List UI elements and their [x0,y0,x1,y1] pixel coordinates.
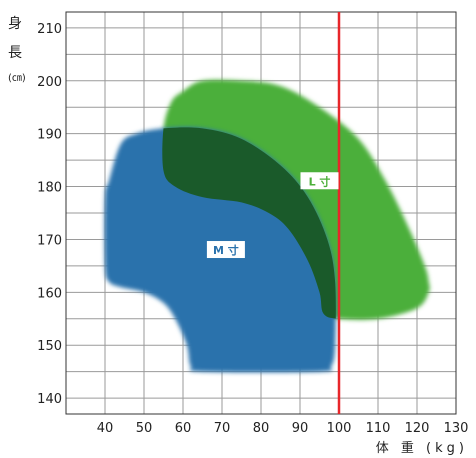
x-axis-label: 体 重 (kg) [376,440,468,456]
x-tick-label: 80 [253,421,270,436]
y-tick-label: 140 [37,392,62,407]
x-tick-label: 90 [292,421,309,436]
x-tick-label: 60 [175,421,192,436]
x-tick-label: 70 [214,421,231,436]
y-tick-label: 210 [37,22,62,37]
l-label-box [300,172,339,190]
y-tick-label: 150 [37,339,62,354]
y-tick-label: 200 [37,75,62,90]
y-axis-unit: (㎝) [8,73,26,84]
x-tick-label: 50 [136,421,153,436]
y-tick-label: 160 [37,286,62,301]
y-tick-label: 190 [37,128,62,143]
x-tick-label: 110 [366,421,391,436]
y-tick-labels: 140 150 160 170 180 190 200 210 [37,22,62,407]
l-region-label: L 寸 [309,174,331,188]
x-tick-label: 120 [405,421,430,436]
x-tick-label: 100 [327,421,352,436]
x-tick-labels: 40 50 60 70 80 90 100 110 120 130 [97,421,469,436]
y-tick-label: 170 [37,233,62,248]
m-label-box [206,241,245,259]
plot-frame [65,11,457,415]
x-tick-label: 40 [97,421,114,436]
y-axis-label-char-1: 身 [8,16,22,32]
region-labels: L 寸 M 寸 [206,172,339,259]
y-tick-label: 180 [37,181,62,196]
x-tick-label: 130 [444,421,469,436]
y-axis-label-char-2: 長 [8,45,22,61]
m-region-label: M 寸 [213,243,239,257]
